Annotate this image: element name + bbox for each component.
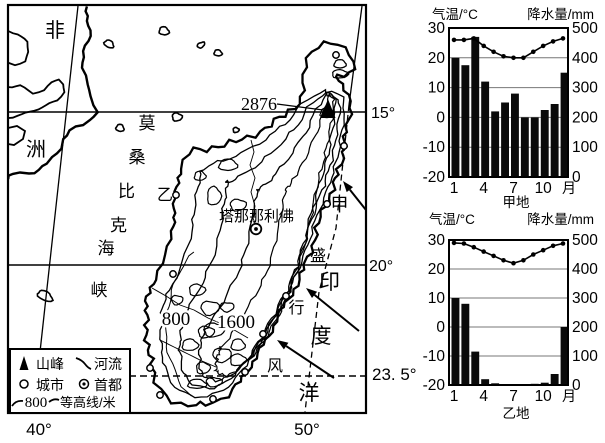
svg-text:山峰: 山峰	[36, 356, 64, 372]
svg-text:海: 海	[98, 239, 115, 258]
svg-text:乙地: 乙地	[503, 406, 531, 421]
svg-text:气温/°C: 气温/°C	[429, 212, 475, 227]
svg-text:200: 200	[572, 109, 598, 126]
svg-text:降水量/mm: 降水量/mm	[527, 7, 594, 22]
svg-text:500: 500	[572, 20, 598, 37]
svg-text:塔那那利佛: 塔那那利佛	[219, 208, 294, 225]
svg-text:河流: 河流	[94, 356, 122, 372]
svg-text:20: 20	[428, 261, 446, 278]
svg-text:洋: 洋	[299, 382, 320, 405]
svg-text:月: 月	[562, 180, 576, 196]
svg-text:0: 0	[572, 169, 581, 186]
svg-text:洲: 洲	[26, 139, 46, 161]
svg-text:桑: 桑	[129, 148, 146, 167]
svg-text:非: 非	[45, 19, 65, 42]
svg-text:印: 印	[319, 271, 340, 294]
svg-text:等高线/米: 等高线/米	[60, 395, 116, 410]
svg-text:50°: 50°	[294, 420, 320, 439]
svg-text:0: 0	[436, 109, 445, 126]
svg-text:0: 0	[436, 319, 445, 336]
svg-text:20°: 20°	[369, 258, 393, 275]
svg-text:10: 10	[535, 388, 553, 405]
svg-text:气温/°C: 气温/°C	[432, 7, 478, 22]
svg-text:降水量/mm: 降水量/mm	[527, 212, 594, 227]
svg-text:0: 0	[572, 377, 581, 394]
svg-text:7: 7	[509, 180, 518, 197]
svg-text:30: 30	[428, 232, 446, 249]
svg-text:100: 100	[572, 348, 598, 365]
svg-text:风: 风	[267, 358, 283, 375]
svg-text:400: 400	[572, 261, 598, 278]
svg-text:行: 行	[288, 299, 304, 317]
svg-text:20: 20	[428, 50, 446, 67]
svg-text:15°: 15°	[371, 105, 395, 122]
svg-text:-20: -20	[423, 377, 446, 394]
svg-text:首都: 首都	[94, 377, 122, 393]
svg-text:4: 4	[479, 388, 488, 405]
svg-text:200: 200	[572, 319, 598, 336]
svg-text:克: 克	[110, 216, 127, 235]
svg-text:1600: 1600	[217, 312, 255, 333]
svg-text:比: 比	[118, 182, 135, 201]
svg-text:800: 800	[25, 395, 48, 411]
svg-text:40°: 40°	[26, 420, 52, 439]
svg-text:-10: -10	[423, 348, 446, 365]
svg-text:400: 400	[572, 50, 598, 67]
svg-text:1: 1	[450, 180, 459, 197]
svg-text:30: 30	[428, 20, 446, 37]
svg-text:甲: 甲	[331, 195, 349, 215]
svg-text:月: 月	[562, 388, 576, 404]
svg-text:峡: 峡	[91, 281, 108, 300]
svg-text:莫: 莫	[139, 114, 156, 133]
svg-text:300: 300	[572, 80, 598, 97]
svg-text:乙: 乙	[157, 187, 173, 204]
svg-text:4: 4	[479, 180, 488, 197]
svg-text:-10: -10	[423, 139, 446, 156]
svg-text:10: 10	[428, 80, 446, 97]
svg-text:甲地: 甲地	[503, 195, 531, 210]
svg-text:2876: 2876	[241, 94, 277, 114]
svg-text:盛: 盛	[310, 247, 326, 265]
svg-text:500: 500	[572, 232, 598, 249]
svg-text:10: 10	[535, 180, 553, 197]
svg-text:7: 7	[509, 388, 518, 405]
svg-text:10: 10	[428, 290, 446, 307]
svg-text:1: 1	[450, 388, 459, 405]
svg-text:度: 度	[311, 325, 332, 348]
svg-text:800: 800	[162, 309, 191, 330]
svg-text:300: 300	[572, 290, 598, 307]
svg-text:城市: 城市	[36, 377, 64, 393]
svg-text:100: 100	[572, 139, 598, 156]
svg-text:-20: -20	[423, 169, 446, 186]
svg-text:23. 5°: 23. 5°	[372, 365, 417, 384]
